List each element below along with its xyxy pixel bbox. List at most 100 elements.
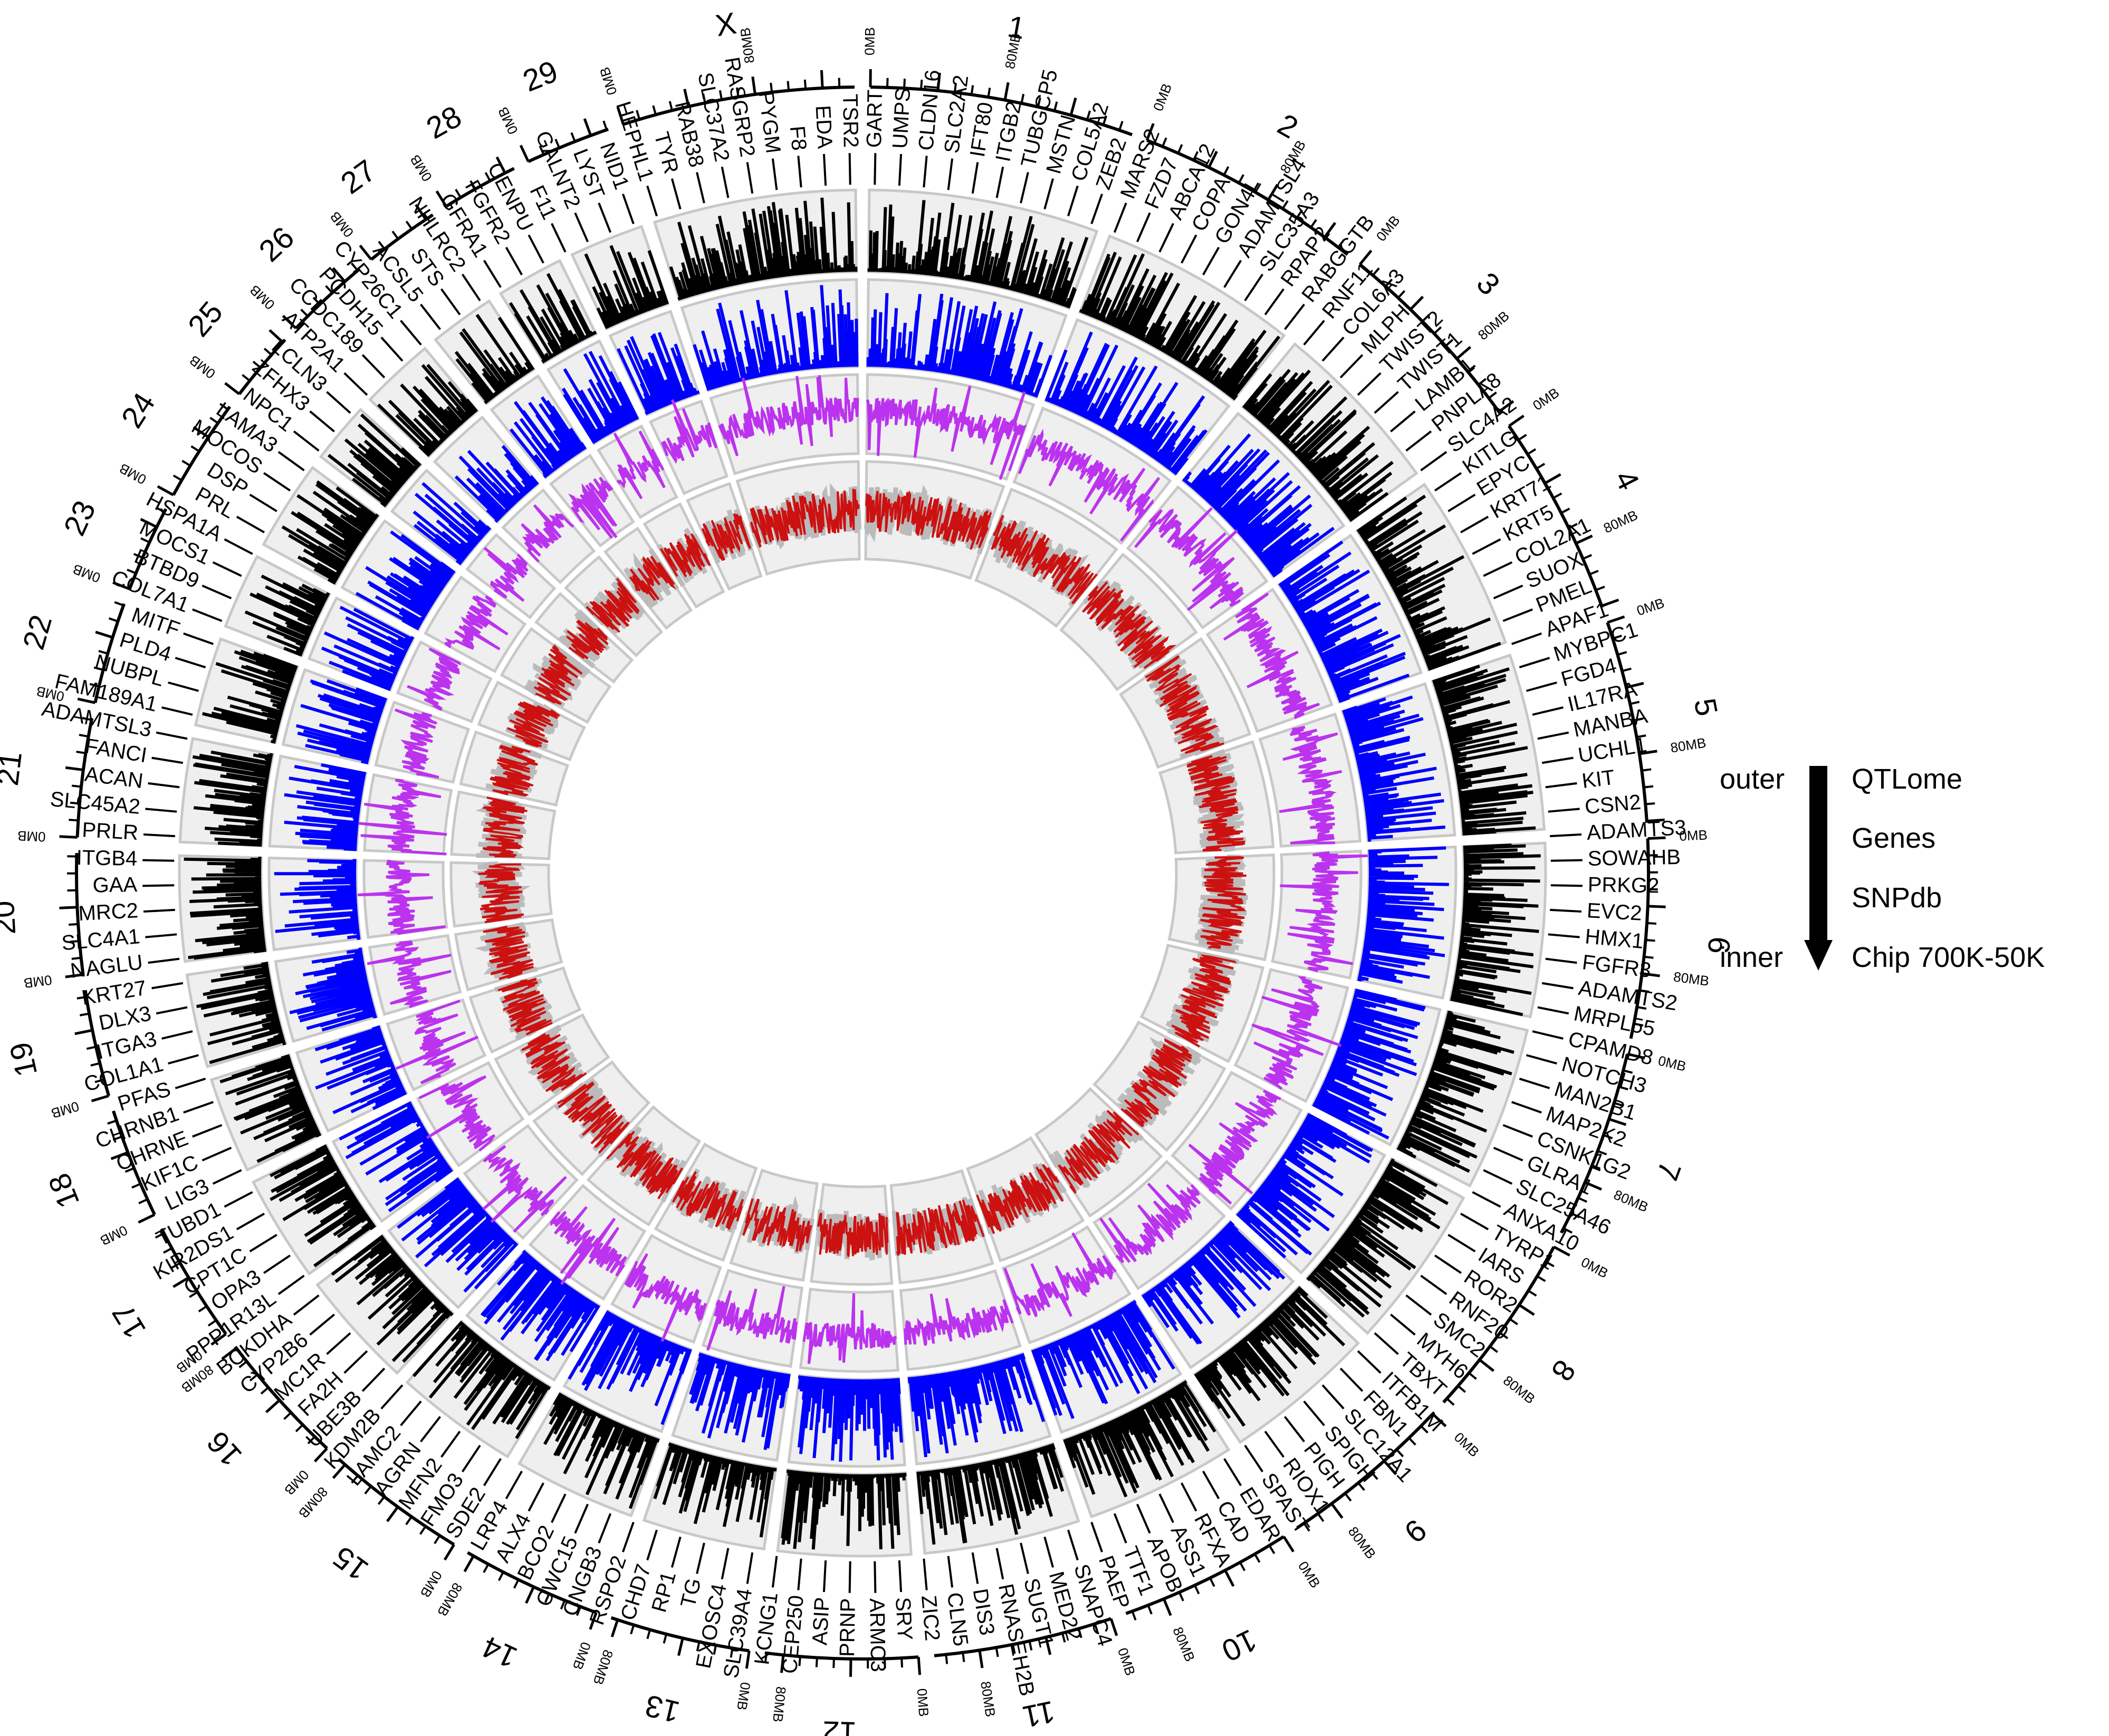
tick-mark (76, 751, 86, 754)
tick-mark (263, 348, 272, 356)
tick-mark (238, 1360, 247, 1368)
track-chip-chr1 (866, 386, 1027, 480)
tick-mark (1020, 93, 1025, 104)
gene-label: TG (676, 1576, 706, 1610)
tick-mark (798, 1656, 801, 1666)
track-inner-red-chr2 (991, 514, 1098, 605)
chromosome-label: 5 (1688, 695, 1724, 718)
tick-mark (65, 766, 84, 772)
gene-connector (1460, 1213, 1489, 1231)
tick-mark (1536, 463, 1546, 470)
tick-mark (162, 1247, 172, 1254)
ideogram-arc-chr3 (1359, 263, 1501, 414)
ideogram-arc-chr13 (610, 1616, 750, 1653)
tick-label: 0MB (1578, 1254, 1610, 1281)
ideogram-arc-chr8 (1442, 1246, 1556, 1404)
tick-label: 0MB (495, 104, 521, 137)
ideogram-arc-chr17 (160, 1228, 227, 1335)
tick-mark (140, 537, 150, 543)
gene-connector (621, 194, 635, 225)
tick-mark (1626, 682, 1644, 689)
track-inner-red-chr25 (566, 619, 609, 659)
gene-connector (771, 1556, 778, 1588)
track-qtlome-chr6 (1450, 843, 1541, 1016)
gene-connector (420, 303, 441, 330)
track-qtlome-chr24 (281, 480, 379, 585)
gene-connector (1264, 288, 1285, 315)
tick-mark (1192, 151, 1199, 161)
gene-label: PRLR (81, 818, 139, 845)
gene-connector (1303, 320, 1325, 346)
track-snpdb-chr28 (561, 351, 639, 444)
tick-mark (602, 120, 608, 130)
tick-mark (1178, 1591, 1184, 1601)
ideogram-arc-chr12 (764, 1651, 919, 1661)
tick-mark (351, 1475, 359, 1484)
gene-connector (1043, 1536, 1054, 1568)
track-chip-chrX (718, 375, 859, 457)
tick-mark (463, 1555, 475, 1572)
tick-mark (283, 1412, 292, 1420)
ideogram-arc-chr22 (93, 603, 126, 703)
track-inner-red-chr27 (629, 555, 676, 601)
gene-connector (277, 450, 305, 472)
tick-mark (1344, 1492, 1352, 1502)
ideogram-arc-chrX (622, 85, 855, 126)
gene-connector (923, 1558, 928, 1590)
gene-connector (293, 430, 320, 452)
track-inner-red-chr17 (521, 1033, 587, 1092)
gene-connector (1284, 303, 1305, 330)
tick-mark (242, 373, 251, 382)
tick-mark (138, 1198, 148, 1204)
gene-label: FGFR3 (1581, 951, 1653, 982)
tick-mark (1433, 326, 1442, 334)
track-chip-chr2 (1018, 428, 1161, 542)
tick-mark (1037, 97, 1041, 108)
gene-connector (1244, 1444, 1264, 1473)
chromosome-label: 12 (822, 1714, 857, 1736)
gene-connector (168, 681, 199, 692)
tick-mark (1646, 922, 1657, 925)
tick-mark (189, 1291, 198, 1298)
gene-label: KIT (1580, 766, 1616, 793)
gene-labels: GART UMPSCLDN16SLC2A2IFT80ITGB2TUBGCP5MST… (40, 55, 1686, 1698)
tick-mark (1508, 415, 1525, 427)
chromosome-label: 16 (200, 1425, 248, 1473)
track-chip-chr27 (568, 476, 618, 539)
ideogram-arc-chr1 (870, 85, 1133, 137)
track-snpdb-chr11 (907, 1353, 1046, 1457)
gene-connector (1541, 982, 1574, 990)
tick-mark (1633, 717, 1643, 722)
tick-mark (1420, 1425, 1429, 1434)
gene-connector (1460, 515, 1489, 533)
tick-mark (74, 1029, 93, 1035)
tick-label: 0MB (597, 65, 620, 97)
gene-label: CLDN16 (914, 69, 944, 151)
track-inner-red-chrX (750, 488, 860, 548)
tick-mark (1053, 101, 1058, 111)
arrow-down-icon (1809, 766, 1827, 940)
tick-mark (65, 973, 83, 979)
tick-mark (920, 80, 923, 90)
chromosome-label: 29 (518, 54, 562, 98)
gene-connector (1020, 172, 1029, 204)
tick-mark (91, 1095, 109, 1102)
tick-mark (718, 90, 723, 100)
tick-mark (1545, 1260, 1555, 1268)
tick-mark (1498, 400, 1514, 413)
track-snpdb-chr6 (1357, 846, 1449, 984)
track-chip-chr21 (358, 779, 447, 856)
chromosome-label: 13 (642, 1688, 683, 1729)
tick-mark (1623, 1069, 1633, 1074)
track-inner-red-chr16 (557, 1081, 630, 1154)
gene-connector (483, 1458, 502, 1486)
gene-connector (574, 212, 589, 243)
tick-mark (820, 70, 824, 89)
gene-connector (1548, 933, 1580, 938)
tick-mark (133, 553, 143, 559)
track-qtlome-chr3 (1242, 369, 1394, 522)
tick-mark (155, 1232, 165, 1239)
tick-mark (1457, 1385, 1466, 1393)
gene-connector (721, 166, 730, 198)
gene-label: ACAN (83, 763, 145, 793)
